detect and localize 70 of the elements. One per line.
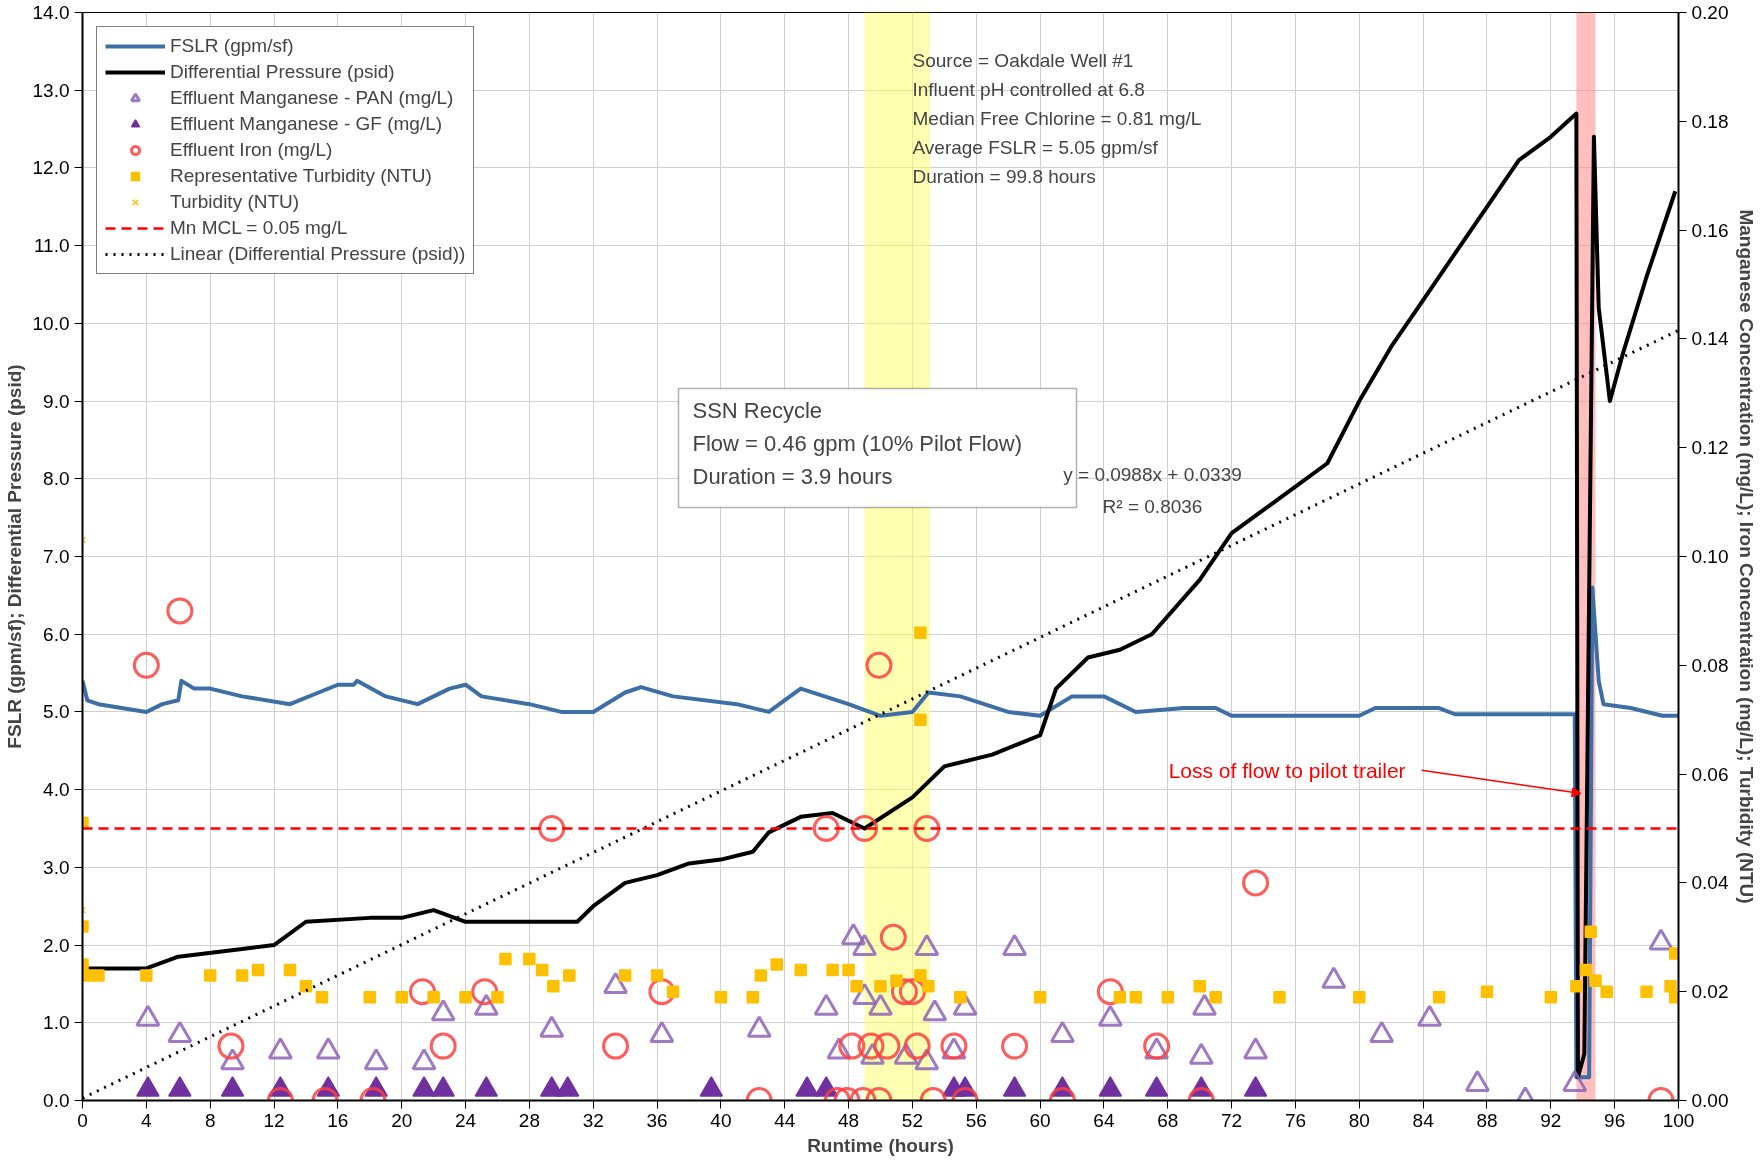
x-tick-label: 44 xyxy=(774,1109,796,1131)
y2-tick-label: 0.18 xyxy=(1691,110,1729,132)
legend-label: FSLR (gpm/sf) xyxy=(170,35,294,57)
x-tick-label: 48 xyxy=(838,1109,860,1131)
x-tick-label: 92 xyxy=(1540,1109,1562,1131)
line-series xyxy=(82,585,1679,1080)
legend-label: Differential Pressure (psid) xyxy=(170,61,395,83)
x-tick-label: 8 xyxy=(204,1109,216,1131)
y-tick-label: 11.0 xyxy=(33,235,70,257)
x-tick-label: 60 xyxy=(1029,1109,1051,1131)
annotation: y = 0.0988x + 0.0339 xyxy=(1063,464,1242,485)
x-tick-label: 12 xyxy=(263,1109,285,1131)
x-tick-label: 96 xyxy=(1604,1109,1626,1131)
legend-label: Effluent Iron (mg/L) xyxy=(170,139,333,161)
y-tick-label: 0.0 xyxy=(43,1090,70,1111)
y2-tick-label: 0.16 xyxy=(1691,219,1729,241)
y-tick-label: 7.0 xyxy=(43,546,70,567)
y-tick-label: 14.0 xyxy=(32,2,70,23)
y2-tick-label: 0.02 xyxy=(1691,981,1729,1003)
x-tick-label: 36 xyxy=(646,1109,668,1131)
y-tick-label: 6.0 xyxy=(43,623,70,645)
legend-label: Mn MCL = 0.05 mg/L xyxy=(170,217,348,239)
x-tick-label: 28 xyxy=(518,1109,540,1131)
y2-tick-label: 0.00 xyxy=(1691,1090,1729,1111)
y-tick-label: 4.0 xyxy=(43,779,70,801)
x-tick-label: 20 xyxy=(391,1109,413,1131)
x-tick-label: 52 xyxy=(901,1109,923,1131)
annotation: SSN Recycle Flow = 0.46 gpm (10% Pilot Flow) Duration = 3.9 hours xyxy=(692,398,1023,489)
x-tick-label: 0 xyxy=(77,1109,88,1131)
y2-tick-label: 0.10 xyxy=(1691,546,1729,567)
y-tick-label: 12.0 xyxy=(32,157,70,179)
x-tick-label: 64 xyxy=(1093,1109,1115,1131)
y-tick-label: 9.0 xyxy=(43,390,70,412)
legend-label: Linear (Differential Pressure (psid)) xyxy=(170,243,466,265)
y-tick-label: 10.0 xyxy=(32,312,70,334)
x-tick-label: 88 xyxy=(1476,1109,1498,1131)
x-tick-label: 76 xyxy=(1284,1109,1307,1131)
x-tick-label: 80 xyxy=(1348,1109,1370,1131)
y-tick-label: 5.0 xyxy=(43,701,70,723)
legend-label: Representative Turbidity (NTU) xyxy=(170,165,432,187)
legend-label: Effluent Manganese - PAN (mg/L) xyxy=(170,87,454,109)
y-tick-label: 3.0 xyxy=(43,856,70,878)
y2-tick-label: 0.20 xyxy=(1691,2,1729,23)
y-tick-label: 8.0 xyxy=(43,468,70,490)
x-tick-label: 4 xyxy=(141,1109,153,1131)
x-tick-label: 16 xyxy=(327,1109,349,1131)
x-tick-label: 84 xyxy=(1412,1109,1435,1131)
y-tick-label: 1.0 xyxy=(43,1012,70,1034)
x-tick-label: 40 xyxy=(710,1109,732,1131)
annotation: Source = Oakdale Well #1 Influent pH controlled at 6.8 Median Free Chlorine = 0.81 mg/L Average FSLR = 5.05 gpm/sf Duration = 99.8 hours xyxy=(912,50,1202,187)
annotation: R² = 0.8036 xyxy=(1102,496,1203,517)
y2-tick-label: 0.04 xyxy=(1691,872,1729,894)
y2-tick-label: 0.12 xyxy=(1691,437,1729,459)
y2-tick-label: 0.08 xyxy=(1691,654,1729,676)
legend-label: Effluent Manganese - GF (mg/L) xyxy=(170,113,443,135)
y-tick-label: 13.0 xyxy=(32,79,70,101)
x-tick-label: 56 xyxy=(965,1109,987,1131)
y-tick-label: 2.0 xyxy=(43,934,70,956)
legend-label: Turbidity (NTU) xyxy=(170,191,300,213)
x-tick-label: 68 xyxy=(1157,1109,1179,1131)
y2-tick-label: 0.14 xyxy=(1691,328,1729,350)
y2-tick-label: 0.06 xyxy=(1691,763,1729,785)
x-tick-label: 72 xyxy=(1221,1109,1243,1131)
x-axis-title: Runtime (hours) xyxy=(807,1134,954,1156)
x-tick-label: 24 xyxy=(454,1109,477,1131)
y2-axis-title: Manganese Concentration (mg/L); Iron Concentration (mg/L); Turbidity (NTU) xyxy=(1736,209,1758,904)
annotation: Loss of flow to pilot trailer xyxy=(1168,758,1406,782)
y-axis-title: FSLR (gpm/sf); Differential Pressure (psid) xyxy=(3,364,25,749)
x-tick-label: 100 xyxy=(1662,1109,1695,1131)
x-tick-label: 32 xyxy=(582,1109,604,1131)
